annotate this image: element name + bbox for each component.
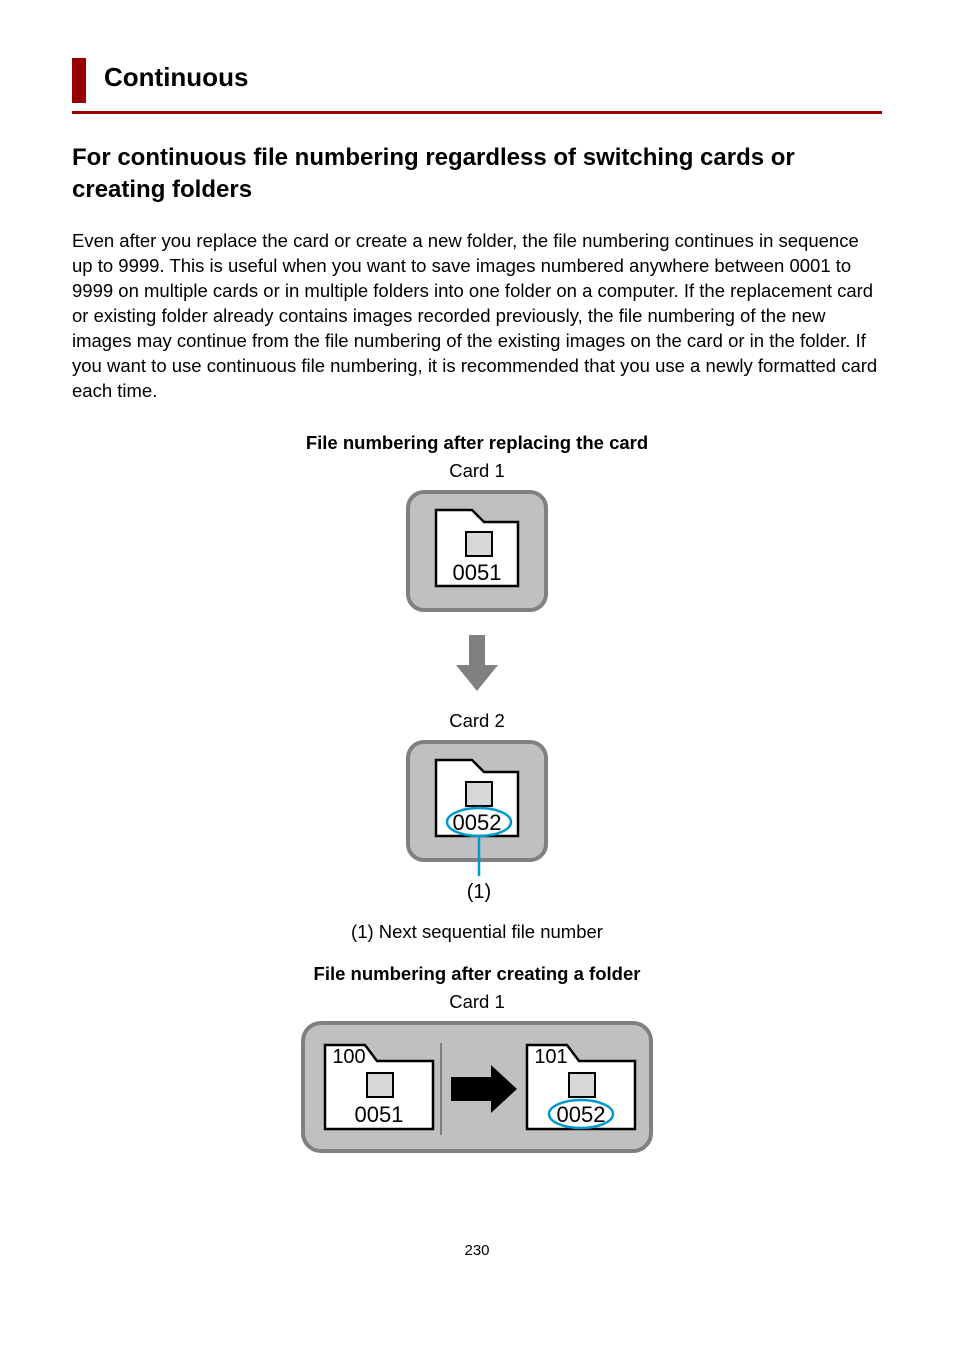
figure2-title: File numbering after creating a folder xyxy=(72,963,882,985)
figure2-card: 100 0051 101 0052 xyxy=(72,1017,882,1162)
figure1-card1: 0051 xyxy=(72,486,882,621)
page-number: 230 xyxy=(72,1242,882,1259)
svg-text:0052: 0052 xyxy=(453,810,502,835)
figure1-title: File numbering after replacing the card xyxy=(72,432,882,454)
svg-text:101: 101 xyxy=(534,1046,567,1068)
body-paragraph: Even after you replace the card or creat… xyxy=(72,229,882,404)
svg-text:100: 100 xyxy=(332,1046,365,1068)
figure1-arrow-down xyxy=(72,631,882,700)
svg-text:0051: 0051 xyxy=(355,1102,404,1127)
svg-text:(1): (1) xyxy=(467,881,491,903)
svg-text:0051: 0051 xyxy=(453,560,502,585)
section-divider xyxy=(72,111,882,114)
figure1-card2: 0052 (1) xyxy=(72,736,882,911)
svg-text:0052: 0052 xyxy=(557,1102,606,1127)
section-accent-bar xyxy=(72,58,86,103)
figure1-card1-label: Card 1 xyxy=(72,460,882,482)
figure2-card-label: Card 1 xyxy=(72,991,882,1013)
subheading: For continuous file numbering regardless… xyxy=(72,142,882,207)
section-title: Continuous xyxy=(104,58,248,103)
figure1-callout-text: (1) Next sequential file number xyxy=(72,921,882,943)
figure1-card2-label: Card 2 xyxy=(72,710,882,732)
section-header: Continuous xyxy=(72,40,882,103)
